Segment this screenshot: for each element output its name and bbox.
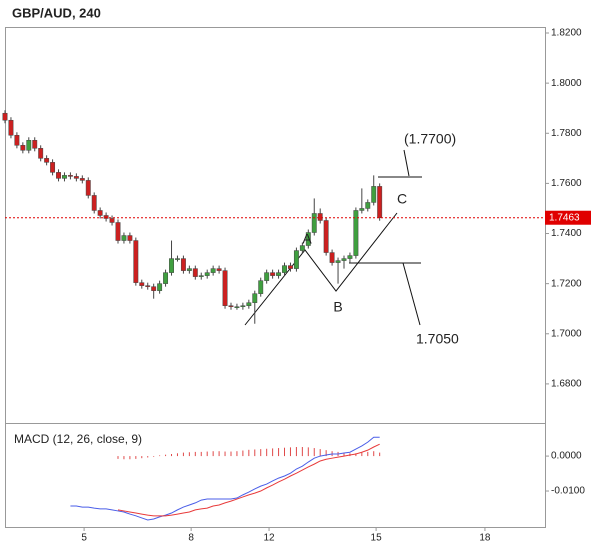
candle-body xyxy=(353,210,359,256)
candle-body xyxy=(198,275,204,277)
candle-body xyxy=(115,222,121,241)
candle-body xyxy=(282,265,287,273)
candle-body xyxy=(299,245,305,251)
candle-body xyxy=(347,255,353,259)
plot-frame xyxy=(5,27,546,528)
candle-body xyxy=(365,202,371,209)
candle-body xyxy=(240,305,246,307)
candle-body xyxy=(258,280,264,294)
x-tick-label: 12 xyxy=(263,533,275,544)
candle-body xyxy=(180,258,186,271)
last-price-label: 1.7463 xyxy=(549,212,580,223)
candle-body xyxy=(44,158,50,163)
annotation: 1.7050 xyxy=(416,331,459,347)
candle-body xyxy=(234,306,240,308)
candle-body xyxy=(14,135,20,146)
candle-body xyxy=(276,272,282,276)
candle-body xyxy=(121,235,127,241)
macd-title: MACD (12, 26, close, 9) xyxy=(14,432,142,446)
candle-body xyxy=(169,258,174,273)
candle-body xyxy=(371,186,377,203)
candle-body xyxy=(145,285,151,287)
candle-body xyxy=(73,176,79,179)
candle-body xyxy=(264,272,270,281)
candle-body xyxy=(67,175,73,177)
pattern-zigzag xyxy=(244,212,398,326)
candle-body xyxy=(311,213,317,233)
y-tick-label: 1.6800 xyxy=(551,379,582,390)
candle-body xyxy=(270,272,276,276)
y-tick-label: 1.7000 xyxy=(551,328,582,339)
y-tick-label: 1.8200 xyxy=(551,28,582,39)
candle-body xyxy=(109,218,115,223)
candle-body xyxy=(210,268,216,273)
candle-body xyxy=(228,305,234,307)
candle-body xyxy=(62,175,67,179)
x-tick-label: 15 xyxy=(371,533,383,544)
y-tick-label: 1.7800 xyxy=(551,128,582,139)
candle-body xyxy=(341,258,347,261)
candle-body xyxy=(377,186,383,218)
candle-body xyxy=(186,268,192,271)
candle-body xyxy=(103,215,109,219)
candle-body xyxy=(216,268,222,271)
candle-body xyxy=(359,208,365,211)
x-tick-label: 18 xyxy=(479,533,491,544)
y-tick-label: -0.0100 xyxy=(551,486,585,497)
y-tick-label: 1.7600 xyxy=(551,178,582,189)
annotation: B xyxy=(333,299,342,315)
candle-body xyxy=(163,272,169,284)
candle-body xyxy=(305,232,311,246)
candle-body xyxy=(329,252,335,263)
candle-body xyxy=(151,286,157,291)
y-tick-label: 0.0000 xyxy=(551,451,582,462)
candle-body xyxy=(175,258,180,260)
candle-body xyxy=(50,162,56,173)
y-tick-label: 1.7400 xyxy=(551,228,582,239)
candle-body xyxy=(192,268,198,277)
candle-body xyxy=(222,270,228,306)
candle-body xyxy=(335,260,341,263)
macd-line xyxy=(70,436,380,521)
candle-body xyxy=(26,140,32,151)
candle-body xyxy=(2,112,8,121)
candle-body xyxy=(8,119,14,136)
candle-body xyxy=(133,240,139,283)
annotation: C xyxy=(397,191,407,207)
y-tick-label: 1.8000 xyxy=(551,78,582,89)
candle-body xyxy=(38,148,44,159)
leader-line xyxy=(403,149,410,177)
candle-body xyxy=(85,180,91,196)
candle-body xyxy=(252,293,258,303)
annotation: (1.7700) xyxy=(404,131,456,147)
candle-body xyxy=(293,250,299,269)
candle-body xyxy=(91,195,97,211)
candle-body xyxy=(204,272,210,276)
candle-body xyxy=(97,210,103,216)
candle-body xyxy=(246,302,252,306)
chart-title: GBP/AUD, 240 xyxy=(12,5,101,20)
candle-body xyxy=(139,282,145,286)
x-tick-label: 5 xyxy=(81,533,87,544)
last-price-box xyxy=(545,210,591,225)
candle-body xyxy=(20,145,26,151)
x-tick-label: 8 xyxy=(188,533,194,544)
candle-body xyxy=(56,172,61,179)
signal-line xyxy=(117,443,380,517)
annotation: A xyxy=(302,231,312,247)
candle-body xyxy=(288,265,293,269)
candle-body xyxy=(323,220,329,253)
candle-body xyxy=(32,140,38,149)
leader-line xyxy=(402,262,421,326)
candle-body xyxy=(157,283,163,291)
candle-body xyxy=(79,178,85,181)
candle-body xyxy=(317,213,323,221)
y-tick-label: 1.7200 xyxy=(551,278,582,289)
candle-body xyxy=(127,235,133,241)
